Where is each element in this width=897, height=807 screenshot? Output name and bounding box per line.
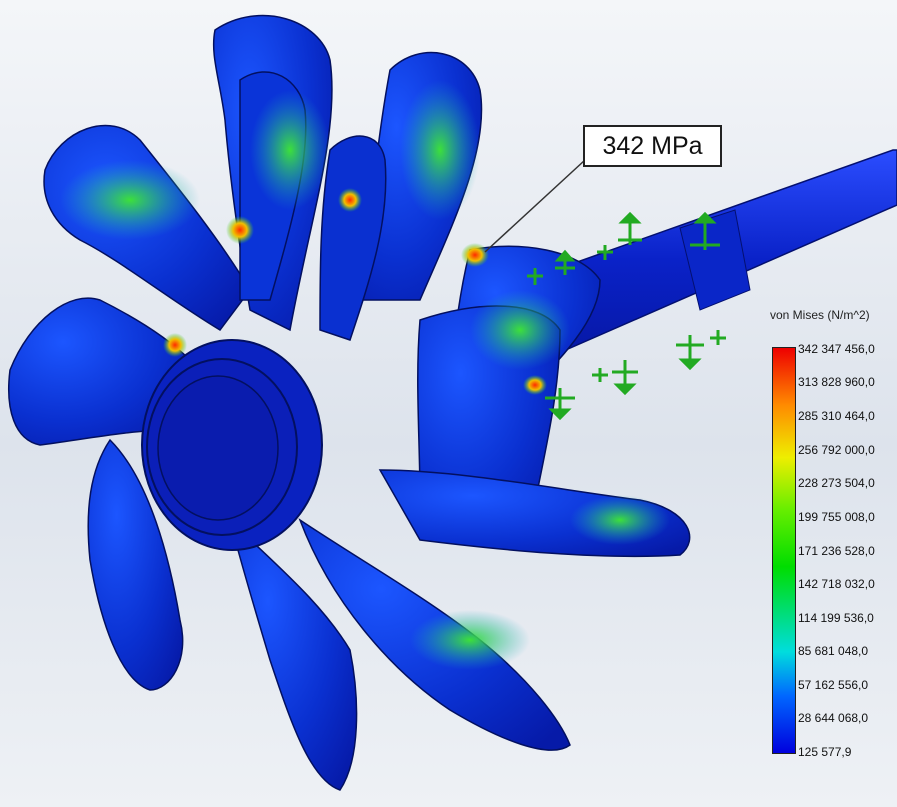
tick-label: 342 347 456,0 — [798, 342, 875, 356]
stress-highlights — [60, 80, 670, 670]
fixture-arrow-icon — [554, 249, 576, 275]
fixture-arrow-icon — [618, 211, 642, 245]
fixture-arrow-icon — [545, 388, 575, 421]
stress-colorbar — [772, 347, 796, 754]
tick-label: 125 577,9 — [798, 745, 852, 759]
tick-label: 114 199 536,0 — [798, 611, 874, 625]
tick-label: 285 310 464,0 — [798, 409, 875, 423]
fixture-arrow-icon — [690, 211, 720, 250]
tick-label: 199 755 008,0 — [798, 510, 875, 524]
fixture-arrow-icon — [710, 330, 726, 345]
fixture-arrow-icon — [612, 360, 638, 396]
tick-label: 228 273 504,0 — [798, 476, 875, 490]
fixture-arrow-icon — [597, 245, 613, 260]
tick-label: 85 681 048,0 — [798, 644, 869, 658]
fixture-arrow-icon — [676, 335, 704, 371]
callout-leader — [484, 159, 586, 253]
blade-mid-2 — [319, 135, 387, 341]
tick-label: 256 792 000,0 — [798, 443, 875, 457]
fixture-arrow-icon — [592, 368, 608, 382]
legend-title: von Mises (N/m^2) — [770, 308, 870, 322]
hub — [141, 339, 323, 551]
blade-bottom-1 — [87, 438, 184, 691]
colorbar-ticks: 342 347 456,0 313 828 960,0 285 310 464,… — [798, 340, 897, 759]
tick-label: 142 718 032,0 — [798, 577, 875, 591]
blade-bottom-2 — [228, 517, 358, 791]
tick-label: 57 162 556,0 — [798, 678, 869, 692]
tick-label: 28 644 068,0 — [798, 711, 869, 725]
fixture-arrows — [527, 211, 726, 421]
tick-label: 171 236 528,0 — [798, 544, 875, 558]
max-stress-callout: 342 MPa — [583, 125, 722, 167]
fixture-arrow-icon — [527, 268, 543, 285]
tick-label: 313 828 960,0 — [798, 375, 875, 389]
